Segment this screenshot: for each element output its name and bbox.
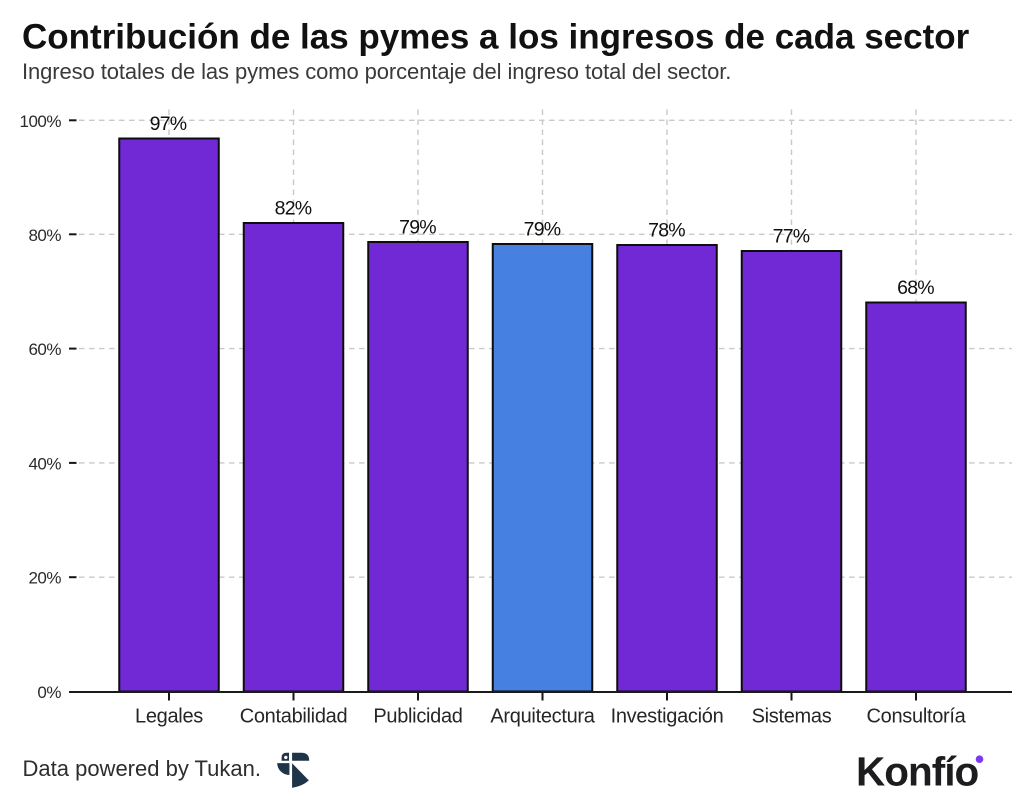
- svg-text:40%: 40%: [28, 454, 61, 473]
- svg-text:Data powered by Tukan.: Data powered by Tukan.: [23, 756, 261, 781]
- svg-text:Contribución de las pymes a lo: Contribución de las pymes a los ingresos…: [22, 18, 970, 57]
- svg-text:Investigación: Investigación: [611, 706, 724, 728]
- svg-text:Konfío: Konfío: [856, 749, 978, 795]
- svg-text:Consultoría: Consultoría: [867, 706, 967, 728]
- svg-text:68%: 68%: [897, 277, 934, 299]
- svg-text:100%: 100%: [20, 112, 62, 131]
- svg-text:78%: 78%: [648, 220, 685, 242]
- svg-text:0%: 0%: [37, 683, 61, 702]
- svg-text:79%: 79%: [524, 219, 561, 241]
- svg-text:Contabilidad: Contabilidad: [240, 706, 348, 728]
- svg-text:77%: 77%: [773, 226, 810, 248]
- svg-text:82%: 82%: [275, 198, 312, 220]
- svg-text:Ingreso totales de las pymes c: Ingreso totales de las pymes como porcen…: [22, 59, 731, 84]
- svg-text:Publicidad: Publicidad: [373, 706, 462, 728]
- svg-text:60%: 60%: [28, 340, 61, 359]
- svg-text:79%: 79%: [399, 217, 436, 239]
- svg-text:97%: 97%: [150, 113, 187, 135]
- svg-text:80%: 80%: [28, 226, 61, 245]
- svg-text:20%: 20%: [28, 569, 61, 588]
- svg-text:Legales: Legales: [135, 706, 203, 728]
- svg-text:Arquitectura: Arquitectura: [490, 706, 595, 728]
- svg-text:Sistemas: Sistemas: [752, 706, 832, 728]
